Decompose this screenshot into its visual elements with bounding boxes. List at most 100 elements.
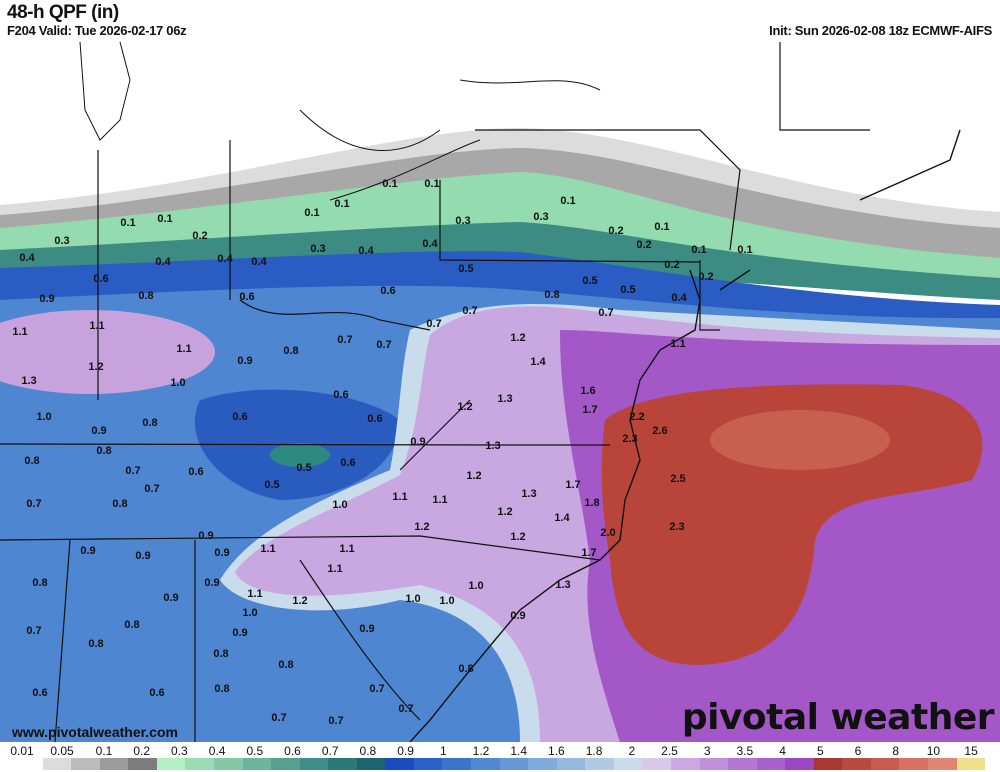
colorbar-swatch	[670, 758, 700, 770]
precip-region-west-purple	[0, 310, 215, 394]
contour-label: 1.0	[439, 595, 454, 607]
contour-label: 0.9	[359, 623, 374, 635]
contour-label: 0.7	[369, 683, 384, 695]
colorbar-swatch	[213, 758, 243, 770]
contour-label: 0.7	[598, 307, 613, 319]
colorbar-label: 1.6	[548, 744, 565, 758]
contour-label: 1.1	[327, 563, 342, 575]
colorbar-swatch	[356, 758, 386, 770]
colorbar-swatch	[528, 758, 557, 770]
contour-label: 1.2	[457, 401, 472, 413]
contour-label: 0.5	[582, 275, 597, 287]
contour-label: 0.3	[54, 235, 69, 247]
contour-label: 1.2	[466, 470, 481, 482]
colorbar-label: 0.8	[359, 744, 377, 758]
contour-label: 1.4	[530, 356, 546, 368]
colorbar-label: 0.05	[50, 744, 74, 758]
colorbar-label: 0.7	[321, 744, 339, 758]
contour-label: 1.2	[510, 531, 525, 543]
colorbar-swatch	[956, 758, 986, 770]
contour-label: 0.9	[232, 627, 247, 639]
colorbar-swatch	[928, 758, 957, 770]
contour-label: 0.9	[80, 545, 95, 557]
contour-label: 0.2	[664, 259, 679, 271]
contour-label: 0.7	[398, 703, 413, 715]
contour-label: 0.7	[328, 715, 343, 727]
contour-label: 0.1	[382, 178, 397, 190]
colorbar-label: 2	[628, 744, 636, 758]
contour-label: 2.3	[622, 433, 637, 445]
colorbar-swatch	[899, 758, 928, 770]
contour-label: 0.4	[251, 256, 267, 268]
colorbar-swatch	[699, 758, 729, 770]
colorbar-swatch	[156, 758, 186, 770]
contour-label: 0.1	[691, 244, 706, 256]
contour-label: 0.7	[376, 339, 391, 351]
colorbar-swatch	[471, 758, 500, 770]
contour-label: 0.2	[636, 239, 651, 251]
contour-label: 1.2	[414, 521, 429, 533]
contour-label: 1.3	[555, 579, 570, 591]
contour-label: 0.6	[32, 687, 47, 699]
contour-label: 0.8	[124, 619, 139, 631]
contour-label: 0.6	[367, 413, 382, 425]
contour-label: 0.1	[560, 195, 575, 207]
contour-label: 0.6	[232, 411, 247, 423]
contour-label: 1.3	[497, 393, 512, 405]
colorbar-label: 0.3	[171, 744, 188, 758]
contour-label: 0.1	[304, 207, 319, 219]
colorbar-swatch	[785, 758, 814, 770]
colorbar-label: 4	[779, 744, 786, 758]
contour-label: 0.7	[271, 712, 286, 724]
website-credit[interactable]: www.pivotalweather.com	[12, 724, 178, 740]
colorbar-label: 0.2	[133, 744, 151, 758]
contour-label: 0.8	[88, 638, 103, 650]
colorbar-swatch	[556, 758, 586, 770]
contour-label: 0.3	[533, 211, 548, 223]
contour-label: 0.4	[358, 245, 374, 257]
contour-label: 2.2	[629, 411, 644, 423]
contour-label: 0.4	[671, 292, 687, 304]
colorbar-label: 3	[703, 744, 711, 758]
colorbar-label: 8	[892, 744, 900, 758]
qpf-map: 0.1 0.1 0.1 0.1 0.1 0.1 0.3 0.2 0.4 0.4 0.4 0.4 0.3 0…	[0, 42, 1000, 742]
colorbar-label: 1.8	[585, 744, 603, 758]
contour-label: 1.3	[21, 375, 36, 387]
colorbar-swatch	[728, 758, 757, 770]
contour-label: 0.8	[112, 498, 127, 510]
contour-label: 0.9	[135, 550, 150, 562]
colorbar-legend: 0.01 0.05 0.1 0.2 0.3 0.4 0.5 0.6 0.7 0.8 0.9 1 1.2 1…	[0, 742, 1000, 772]
precip-region-red-max	[710, 410, 890, 470]
colorbar-swatch	[328, 758, 357, 770]
contour-label: 0.6	[188, 466, 203, 478]
valid-time: F204 Valid: Tue 2026-02-17 06z	[7, 23, 187, 38]
colorbar-swatch	[585, 758, 614, 770]
colorbar-label: 0.4	[208, 744, 226, 758]
colorbar-label: 1	[439, 744, 447, 758]
contour-label: 0.8	[142, 417, 157, 429]
colorbar-swatch	[813, 758, 843, 770]
contour-label: 0.7	[26, 498, 41, 510]
colorbar-swatch	[14, 758, 43, 770]
great-lakes-outline	[79, 42, 601, 201]
contour-label: 0.6	[340, 457, 355, 469]
contour-label: 1.8	[584, 497, 599, 509]
colorbar-label: 0.5	[246, 744, 264, 758]
pivotal-weather-logo: pivotal weather	[681, 697, 995, 738]
contour-labels: 0.1 0.1 0.1 0.1 0.1 0.1 0.3 0.2 0.4 0.4 0.4 0.4 0.3 0…	[12, 178, 752, 727]
contour-label: 0.9	[510, 610, 525, 622]
colorbar-swatch	[242, 758, 272, 770]
colorbar-swatch	[99, 758, 129, 770]
contour-label: 0.8	[458, 663, 473, 675]
contour-label: 0.8	[214, 683, 229, 695]
colorbar-swatch	[71, 758, 100, 770]
colorbar-swatch	[185, 758, 214, 770]
contour-label: 1.1	[89, 320, 104, 332]
contour-label: 1.1	[247, 588, 262, 600]
contour-label: 0.4	[19, 252, 35, 264]
contour-label: 0.8	[213, 648, 228, 660]
contour-label: 0.9	[214, 547, 229, 559]
contour-label: 0.6	[239, 291, 254, 303]
colorbar-swatch	[442, 758, 471, 770]
contour-label: 1.0	[242, 607, 257, 619]
